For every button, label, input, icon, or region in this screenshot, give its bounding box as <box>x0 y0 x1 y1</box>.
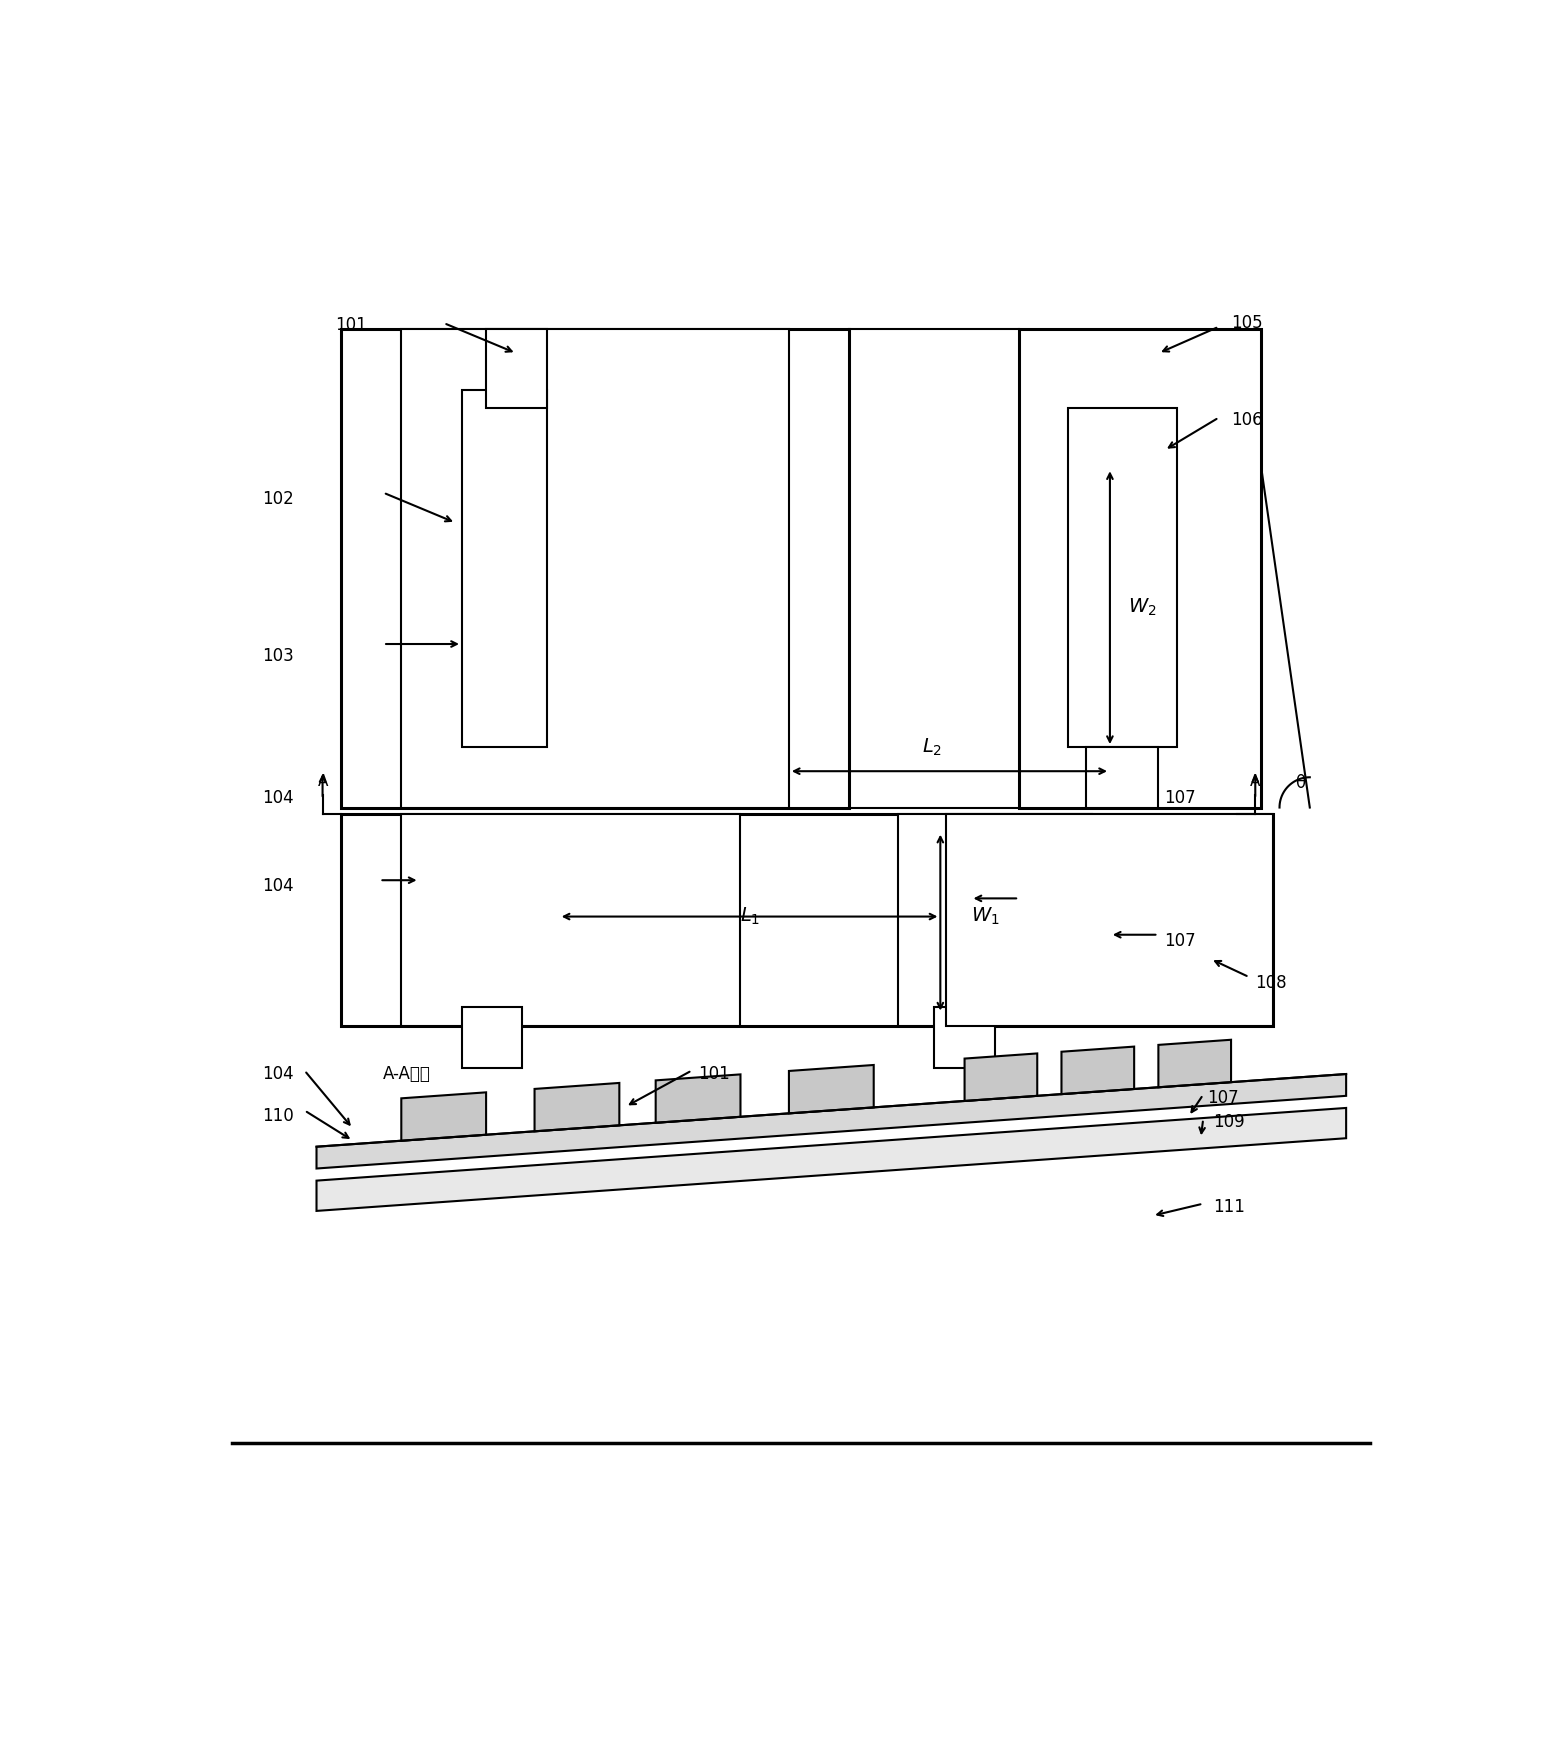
Bar <box>1068 407 1177 748</box>
Bar <box>402 814 741 1025</box>
Text: 109: 109 <box>1213 1113 1244 1132</box>
Polygon shape <box>1158 1039 1232 1088</box>
Text: θ: θ <box>1296 774 1305 792</box>
Text: $L_2$: $L_2$ <box>922 737 942 758</box>
Bar <box>947 814 1274 1025</box>
Text: $L_1$: $L_1$ <box>741 906 761 927</box>
Text: 105: 105 <box>1232 314 1263 332</box>
Text: $W_1$: $W_1$ <box>971 906 999 927</box>
Text: 108: 108 <box>1255 974 1286 992</box>
Polygon shape <box>656 1074 741 1123</box>
Polygon shape <box>402 1092 486 1141</box>
Polygon shape <box>535 1083 619 1132</box>
Text: 104: 104 <box>263 1065 294 1083</box>
Text: A: A <box>317 774 328 790</box>
Polygon shape <box>789 1065 874 1113</box>
Bar <box>897 814 1091 1025</box>
Polygon shape <box>1061 1046 1135 1093</box>
Bar <box>402 330 789 807</box>
Bar <box>1019 330 1261 807</box>
Text: 110: 110 <box>263 1107 294 1125</box>
Text: 102: 102 <box>263 490 294 507</box>
Text: 104: 104 <box>263 788 294 807</box>
Bar <box>463 1007 522 1069</box>
Text: 101: 101 <box>334 316 366 335</box>
Text: 101: 101 <box>699 1065 730 1083</box>
Text: 106: 106 <box>1232 411 1263 428</box>
Bar <box>486 330 547 407</box>
Text: A: A <box>1250 774 1260 790</box>
Polygon shape <box>964 1053 1038 1100</box>
Polygon shape <box>316 1074 1346 1169</box>
Text: 103: 103 <box>263 648 294 665</box>
Text: A-A剑面: A-A剑面 <box>383 1065 431 1083</box>
Text: 107: 107 <box>1207 1090 1238 1107</box>
Text: 104: 104 <box>263 878 294 895</box>
Text: $W_2$: $W_2$ <box>1128 597 1157 618</box>
Bar <box>341 814 1274 1025</box>
Text: 107: 107 <box>1164 932 1196 949</box>
Text: 107: 107 <box>1164 788 1196 807</box>
Text: 111: 111 <box>1213 1199 1244 1216</box>
Bar <box>935 1007 996 1069</box>
Bar <box>1086 748 1158 807</box>
Bar <box>463 390 547 748</box>
Bar <box>341 330 850 807</box>
Polygon shape <box>316 1107 1346 1211</box>
